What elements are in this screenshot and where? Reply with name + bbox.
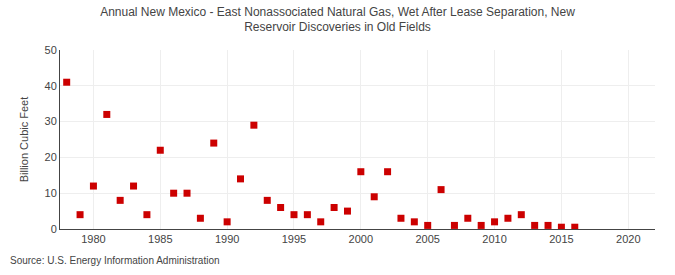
- svg-text:50: 50: [45, 44, 57, 56]
- svg-text:1990: 1990: [215, 233, 239, 245]
- svg-text:10: 10: [45, 187, 57, 199]
- svg-text:Billion Cubic Feet: Billion Cubic Feet: [18, 97, 30, 183]
- svg-text:0: 0: [51, 223, 57, 235]
- svg-text:1980: 1980: [81, 233, 105, 245]
- svg-text:40: 40: [45, 80, 57, 92]
- svg-text:30: 30: [45, 115, 57, 127]
- svg-text:1985: 1985: [148, 233, 172, 245]
- svg-text:2010: 2010: [482, 233, 506, 245]
- svg-text:1995: 1995: [282, 233, 306, 245]
- svg-text:20: 20: [45, 151, 57, 163]
- svg-text:Source: U.S. Energy Informatio: Source: U.S. Energy Information Administ…: [10, 255, 220, 266]
- svg-text:2000: 2000: [349, 233, 373, 245]
- svg-text:Annual New Mexico - East Nonas: Annual New Mexico - East Nonassociated N…: [100, 5, 575, 35]
- svg-text:2015: 2015: [549, 233, 573, 245]
- svg-text:2005: 2005: [415, 233, 439, 245]
- svg-text:2020: 2020: [616, 233, 640, 245]
